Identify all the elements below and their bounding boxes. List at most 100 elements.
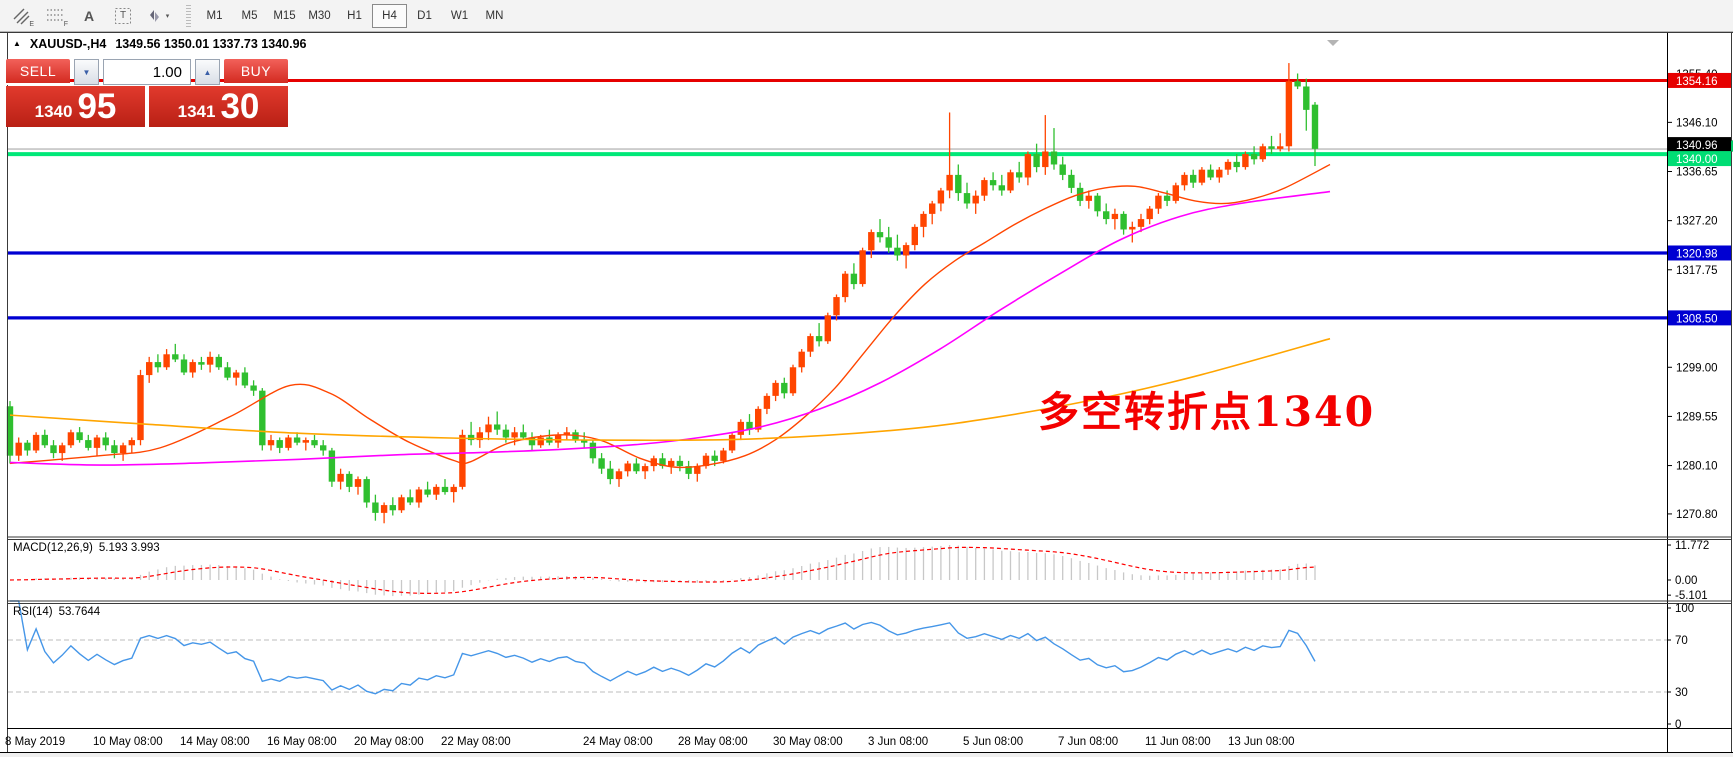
candle-body [93, 437, 101, 448]
candle-body [720, 450, 727, 461]
sell-price-display[interactable]: 1340 95 [6, 86, 145, 127]
timeframe-group: M1 M5 M15 M30 H1 H4 D1 W1 MN [197, 3, 512, 28]
candle-body [363, 479, 370, 503]
candle-body [1094, 195, 1101, 212]
volume-input[interactable]: 1.00 [103, 59, 191, 85]
candle-body [755, 408, 762, 430]
buy-price-display[interactable]: 1341 30 [149, 86, 288, 127]
candle-body [1146, 208, 1153, 220]
candle-body [1277, 146, 1284, 149]
candle-body [520, 432, 527, 438]
candle-body [1285, 81, 1293, 147]
candle-body [641, 466, 649, 472]
timeframe-m5-button[interactable]: M5 [241, 9, 258, 22]
arrow-tool-icon[interactable]: ▾ [142, 4, 172, 28]
candle-body [1294, 81, 1301, 87]
candle-body [476, 432, 483, 441]
candle-body [1268, 146, 1275, 149]
candle-body [598, 458, 605, 469]
ohlc-values: 1349.56 1350.01 1337.73 1340.96 [115, 37, 307, 51]
toolbar: E F A T ▾ M1 M5 M15 M30 H1 H4 D1 W1 MN [0, 0, 1733, 32]
timeframe-m30-button[interactable]: M30 [308, 9, 331, 22]
candle-body [328, 450, 336, 482]
timeframe-m15-button[interactable]: M15 [273, 9, 296, 22]
candle-body [737, 421, 744, 435]
candle-body [955, 174, 962, 194]
candle-body [998, 185, 1005, 191]
candle-body [459, 434, 466, 487]
price-tick-label: 1327.20 [1676, 216, 1718, 228]
candle-body [1224, 161, 1232, 170]
candle-body [511, 432, 518, 438]
candle-body [929, 203, 936, 214]
collapse-arrow-icon[interactable]: ▲ [13, 38, 21, 48]
candle-body [920, 213, 927, 227]
macd-tick-label: 0.00 [1675, 575, 1697, 587]
window-bottom-strip [0, 753, 1733, 757]
candle-body [668, 460, 675, 467]
fast-ma-line [9, 163, 1331, 469]
candle-body [67, 432, 75, 446]
candle-body [59, 445, 66, 454]
timeframe-w1-button[interactable]: W1 [450, 9, 469, 22]
macd-tick-label: 11.772 [1675, 540, 1709, 552]
timeframe-h1-button[interactable]: H1 [347, 9, 362, 22]
volume-decrease-button[interactable]: ▼ [74, 59, 99, 85]
text-label-tool-icon[interactable]: T [108, 4, 138, 28]
timeframe-d1-button[interactable]: D1 [417, 9, 432, 22]
macd-tick-label: -5.101 [1675, 590, 1708, 602]
candle-body [154, 362, 162, 368]
sell-button[interactable]: SELL [6, 59, 70, 85]
candle-body [833, 297, 840, 316]
dropdown-caret-icon[interactable]: ▾ [165, 12, 170, 20]
volume-increase-button[interactable]: ▲ [195, 59, 220, 85]
candle-body [763, 395, 771, 409]
candle-body [842, 273, 849, 298]
candle-body [1233, 161, 1240, 168]
timeframe-h4-button[interactable]: H4 [372, 3, 407, 28]
price-badge-label: 1354.16 [1676, 76, 1718, 88]
candle-body [1042, 151, 1049, 168]
candle-body [815, 336, 823, 342]
candle-body [102, 437, 109, 446]
price-tick-label: 1336.65 [1676, 167, 1718, 179]
candle-body [206, 356, 214, 365]
candle-body [1250, 154, 1258, 160]
candle-body [6, 406, 14, 456]
slow-ma-line [9, 337, 1331, 442]
candle-body [937, 190, 945, 204]
candle-body [224, 367, 231, 378]
chart-shift-marker-icon[interactable] [1327, 40, 1339, 46]
buy-button[interactable]: BUY [224, 59, 288, 85]
candle-body [1311, 104, 1319, 149]
candle-body [963, 193, 971, 204]
rsi-tick-label: 100 [1675, 603, 1694, 615]
candle-body [267, 440, 275, 446]
candle-body [528, 437, 536, 446]
timeframe-m1-button[interactable]: M1 [206, 9, 223, 22]
time-axis-label: 3 Jun 08:00 [868, 736, 928, 748]
candle-body [798, 351, 805, 368]
trade-prices-row: 1340 95 1341 30 [6, 86, 288, 127]
timeframe-mn-button[interactable]: MN [485, 9, 504, 22]
candle-body [1181, 174, 1188, 186]
text-tool-icon[interactable]: A [83, 7, 95, 24]
candle-body [15, 442, 22, 456]
candle-body [685, 466, 692, 474]
equidistant-channel-tool-icon[interactable]: E [6, 4, 36, 28]
fibonacci-tool-icon[interactable]: F [47, 8, 68, 28]
candle-body [189, 362, 196, 373]
candle-body [859, 250, 866, 285]
candle-body [624, 463, 631, 472]
candle-body [746, 421, 753, 430]
rsi-tick-label: 30 [1675, 687, 1688, 699]
candle-body [433, 486, 440, 495]
price-badge [1668, 72, 1731, 88]
candle-body [1007, 172, 1014, 191]
toolbar-separator [186, 4, 191, 27]
candle-body [989, 180, 997, 186]
candle-body [1120, 213, 1127, 230]
candle-body [172, 354, 179, 360]
macd-indicator-label: MACD(12,26,9) 5.193 3.993 [13, 542, 160, 554]
